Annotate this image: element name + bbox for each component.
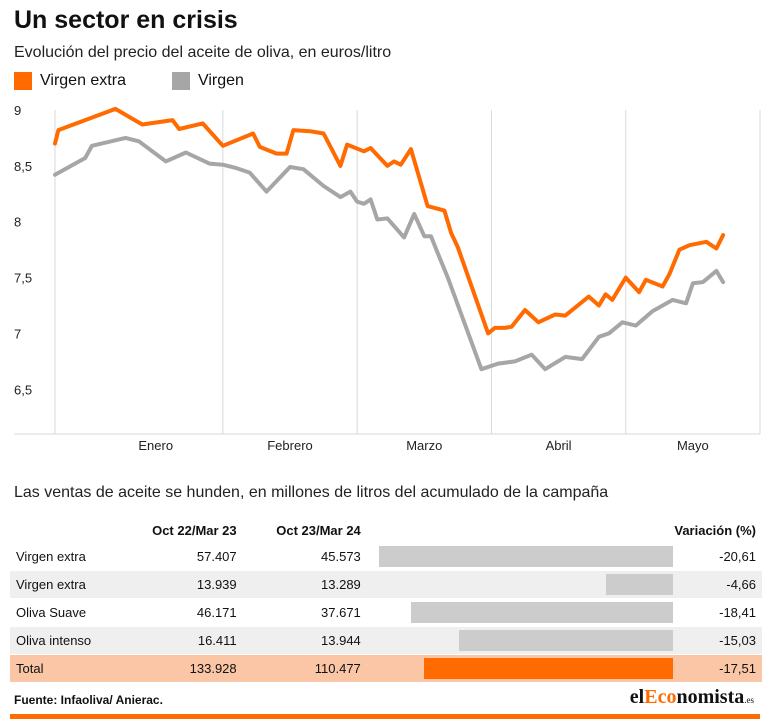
series-line-virgen-extra [53,106,726,336]
legend-label: Virgen [197,72,244,89]
row-bar-cell [366,626,673,655]
legend-item-virgen: Virgen [171,72,244,90]
sales-table: Oct 22/Mar 23 Oct 23/Mar 24 Variación (%… [10,518,762,682]
column-header-name [10,518,122,543]
row-period1: 46.171 [122,598,243,627]
row-period1: 57.407 [122,542,243,571]
row-name: Virgen extra [10,570,123,599]
row-period1: 13.939 [122,570,243,599]
x-tick-label: Febrero [267,438,313,453]
row-variation: -4,66 [668,570,762,599]
table-row-total: Total 133.928 110.477 -17,51 [10,654,762,682]
bottom-accent-bar [10,714,760,719]
column-header-period2: Oct 23/Mar 24 [276,522,361,538]
row-variation: -17,51 [668,654,762,682]
variation-bar [410,602,673,623]
row-period2: 37.671 [242,598,367,627]
chart-legend: Virgen extra Virgen [14,72,280,90]
legend-label: Virgen extra [40,72,126,89]
row-bar-cell [366,570,673,599]
brand-logo: elEconomista.es [630,686,754,709]
chart-title: Un sector en crisis [14,6,238,34]
column-header-period1: Oct 22/Mar 23 [152,522,237,538]
y-tick-label: 7,5 [14,271,32,286]
chart-subtitle: Evolución del precio del aceite de oliva… [14,44,392,61]
legend-swatch [14,72,32,90]
logo-suffix: nomista [676,686,745,708]
table-row: Oliva Suave 46.171 37.671 -18,41 [10,598,762,627]
variation-bar [379,546,673,567]
row-name: Total [10,654,123,682]
line-chart: 9 8,5 8 7,5 7 6,5 Enero Febrero Marzo Abril Mayo [14,103,761,453]
row-bar-cell [366,542,673,571]
variation-bar [606,574,673,595]
y-tick-label: 6,5 [14,382,32,397]
column-header-bar [367,518,669,543]
variation-bar [423,658,673,679]
x-tick-label: Abril [546,438,572,453]
y-tick-label: 7 [14,326,21,341]
y-tick-label: 9 [14,103,21,118]
logo-tld: .es [744,695,754,705]
row-period2: 13.289 [242,570,367,599]
row-period2: 45.573 [242,542,367,571]
row-variation: -18,41 [668,598,762,627]
source-note: Fuente: Infaoliva/ Anierac. [14,693,163,707]
y-tick-label: 8 [14,215,21,230]
table-header: Oct 22/Mar 23 Oct 23/Mar 24 Variación (%… [10,518,762,543]
x-tick-label: Enero [138,438,173,453]
x-tick-label: Marzo [406,438,442,453]
sales-title: Las ventas de aceite se hunden, en millo… [14,484,609,501]
y-axis: 9 8,5 8 7,5 7 6,5 [14,103,32,397]
row-variation: -15,03 [668,626,762,655]
logo-accent: Eco [644,686,677,708]
variation-bar [458,630,673,651]
x-tick-label: Mayo [677,438,709,453]
series-line-virgen [53,135,726,372]
table-row: Virgen extra 57.407 45.573 -20,61 [10,542,762,571]
row-name: Oliva intenso [10,626,123,655]
chart-grid [14,110,761,435]
row-bar-cell [366,598,673,627]
row-period1: 16.411 [122,626,243,655]
row-period2: 110.477 [242,654,367,682]
logo-prefix: el [629,686,645,708]
x-axis: Enero Febrero Marzo Abril Mayo [138,438,708,453]
legend-item-virgen-extra: Virgen extra [14,72,126,90]
row-name: Oliva Suave [10,598,123,627]
row-variation: -20,61 [668,542,762,571]
chart-series [53,106,726,372]
column-header-variation: Variación (%) [674,522,756,538]
row-name: Virgen extra [10,542,123,571]
legend-swatch [171,72,190,90]
table-row: Virgen extra 13.939 13.289 -4,66 [10,570,762,599]
row-bar-cell [366,654,673,682]
row-period1: 133.928 [122,654,243,682]
table-row: Oliva intenso 16.411 13.944 -15,03 [10,626,762,655]
y-tick-label: 8,5 [14,159,32,174]
row-period2: 13.944 [242,626,367,655]
